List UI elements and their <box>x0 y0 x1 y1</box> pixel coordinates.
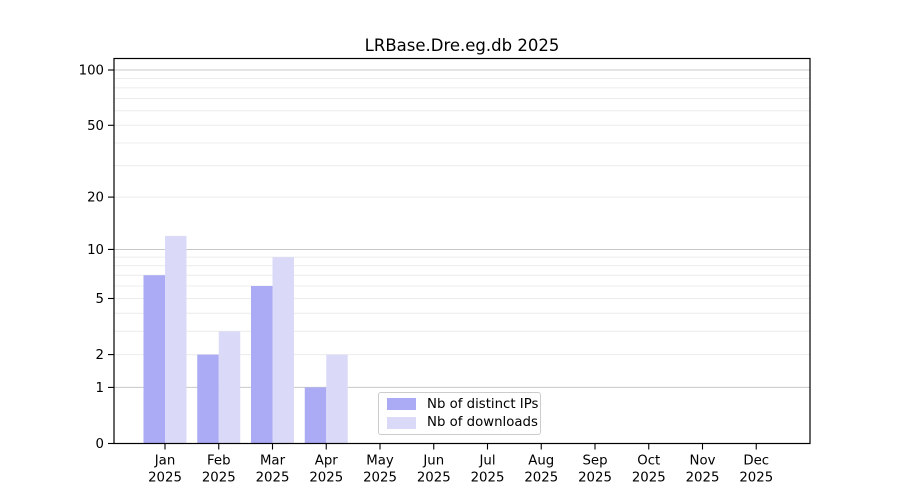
x-tick-label-month: Oct <box>637 454 660 469</box>
major-gridlines <box>114 69 810 388</box>
bar-feb-downloads <box>218 331 241 444</box>
y-tick-label: 50 <box>87 119 104 134</box>
x-tick-label-year: 2025 <box>739 471 773 486</box>
axis-frame <box>113 57 811 445</box>
minor-gridlines <box>114 77 810 356</box>
x-tick-label-year: 2025 <box>363 471 397 486</box>
x-tick-label-year: 2025 <box>148 471 182 486</box>
bars-group <box>143 235 348 444</box>
x-tick-label-month: Sep <box>582 454 607 469</box>
x-tick-label-month: Dec <box>743 454 769 469</box>
bar-feb-distinct-ips <box>197 354 219 444</box>
legend-swatch-distinct-ips <box>387 398 416 411</box>
x-tick-label-year: 2025 <box>686 471 720 486</box>
chart-title: LRBase.Dre.eg.db 2025 <box>365 36 560 55</box>
legend-item-distinct-ips: Nb of distinct IPs <box>387 396 540 413</box>
bar-jan-distinct-ips <box>143 275 165 444</box>
x-tick-label-year: 2025 <box>471 471 505 486</box>
y-tick-label: 100 <box>79 64 104 79</box>
bar-jan-downloads <box>165 235 187 444</box>
x-tick-label-year: 2025 <box>632 471 666 486</box>
y-tick-label: 2 <box>96 348 104 363</box>
x-tick-label-year: 2025 <box>524 471 558 486</box>
x-tick-label-month: Mar <box>260 454 286 469</box>
x-tick-label-year: 2025 <box>309 471 343 486</box>
bar-apr-distinct-ips <box>304 387 327 444</box>
bar-mar-downloads <box>272 257 294 444</box>
x-tick-label-year: 2025 <box>417 471 451 486</box>
x-tick-label-month: Jun <box>422 454 444 469</box>
y-tick-label: 10 <box>87 243 104 258</box>
y-axis-ticks: 0 1 2 5 10 20 50 100 <box>79 64 114 452</box>
x-tick-label-month: Feb <box>207 454 231 469</box>
x-tick-label-month: Aug <box>528 454 554 469</box>
y-tick-label: 20 <box>87 191 104 206</box>
x-tick-label-year: 2025 <box>256 471 290 486</box>
y-tick-label: 5 <box>96 292 104 307</box>
y-tick-label: 1 <box>96 381 104 396</box>
legend-label-downloads: Nb of downloads <box>427 415 538 431</box>
bar-mar-distinct-ips <box>251 286 273 444</box>
x-tick-label-month: May <box>366 454 394 469</box>
x-axis-ticks: Jan 2025 Feb 2025 Mar 2025 Apr 2025 May 2025 Jun 20… <box>148 443 773 486</box>
x-tick-label-year: 2025 <box>578 471 612 486</box>
legend: Nb of distinct IPs Nb of downloads <box>378 392 541 435</box>
x-tick-label-month: Nov <box>690 454 716 469</box>
legend-item-downloads: Nb of downloads <box>387 414 540 431</box>
x-tick-label-month: Jan <box>154 454 176 469</box>
y-tick-label: 0 <box>96 437 104 452</box>
x-tick-label-month: Apr <box>315 454 339 469</box>
x-tick-label-month: Jul <box>478 454 495 469</box>
x-tick-label-year: 2025 <box>202 471 236 486</box>
bar-apr-downloads <box>326 354 348 444</box>
legend-label-distinct-ips: Nb of distinct IPs <box>427 396 539 412</box>
legend-swatch-downloads <box>387 416 416 429</box>
